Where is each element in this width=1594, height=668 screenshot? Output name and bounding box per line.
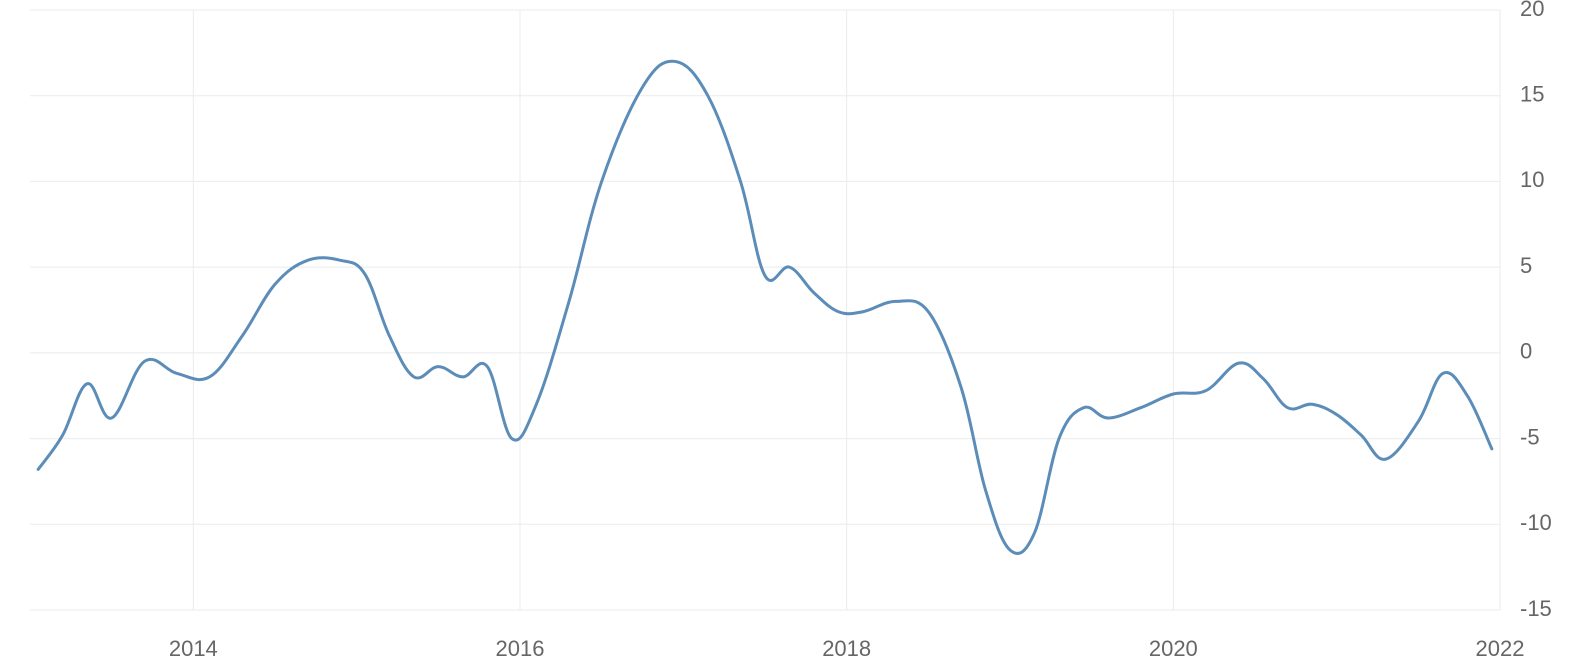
x-axis-label: 2016 [496,636,545,661]
y-axis-label: 0 [1520,339,1532,364]
line-chart: -15 -10 -5 0 5 10 15 20 2014 2016 2018 2020 2022 [0,0,1594,668]
x-axis-label: 2018 [822,636,871,661]
y-axis-label: -15 [1520,596,1552,621]
y-axis-label: 5 [1520,253,1532,278]
x-axis-label: 2020 [1149,636,1198,661]
x-axis-label: 2022 [1476,636,1525,661]
y-axis-label: 20 [1520,0,1544,21]
x-axis-label: 2014 [169,636,218,661]
y-axis-label: -10 [1520,510,1552,535]
y-axis-label: -5 [1520,424,1540,449]
y-axis-label: 10 [1520,167,1544,192]
series-line [38,61,1492,553]
y-axis-label: 15 [1520,82,1544,107]
chart-svg: -15 -10 -5 0 5 10 15 20 2014 2016 2018 2020 2022 [0,0,1594,668]
